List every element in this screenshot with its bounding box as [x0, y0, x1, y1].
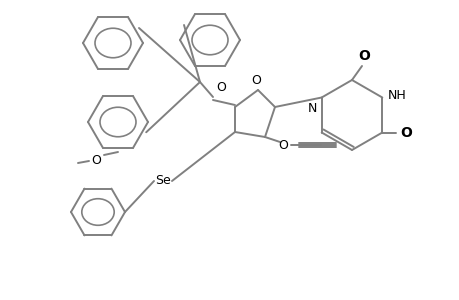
Text: NH: NH: [386, 89, 405, 102]
Text: O: O: [277, 139, 287, 152]
Text: O: O: [357, 49, 369, 63]
Text: Se: Se: [155, 175, 170, 188]
Text: N: N: [307, 101, 316, 115]
Text: O: O: [251, 74, 260, 87]
Text: O: O: [91, 154, 101, 166]
Text: O: O: [399, 125, 411, 140]
Text: O: O: [216, 81, 225, 94]
